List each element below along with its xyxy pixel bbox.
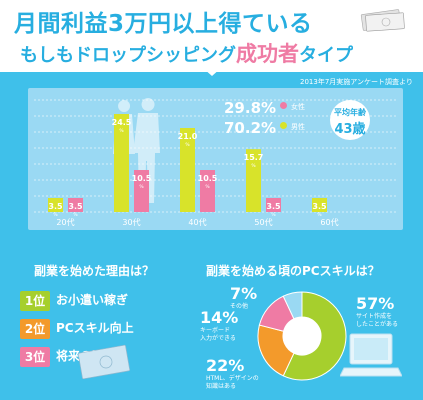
x-tick-label: 60代 [320, 217, 338, 227]
bar-male [246, 149, 261, 212]
bar-female [68, 198, 83, 212]
bar-female [266, 198, 281, 212]
female-ratio-row: 29.8% 女性 [224, 98, 305, 118]
bar-value-label: 3.5 [68, 202, 83, 211]
skills-donut-chart [257, 291, 347, 381]
skill-label-site: 57% サイト作成を したことがある [356, 294, 398, 329]
rank-badge: 2位 [20, 319, 50, 339]
bar-female [134, 170, 149, 212]
bar-value-label: 3.5 [312, 202, 327, 211]
male-label: 男性 [291, 123, 306, 131]
sub-title-prefix: もしもドロップシッピング [20, 45, 236, 66]
bar-unit-label: % [139, 184, 144, 190]
bar-male [312, 198, 327, 212]
skill-desc: 入力ができる [200, 335, 236, 342]
x-tick-label: 40代 [188, 217, 206, 227]
sub-title: もしもドロップシッピング成功者タイプ [20, 38, 353, 68]
survey-note: 2013年7月実施アンケート調査より [300, 78, 413, 86]
laptop-icon [340, 333, 402, 377]
bar-value-label: 21.0 [178, 132, 198, 141]
header: 月間利益3万円以上得ている もしもドロップシッピング成功者タイプ [0, 0, 423, 72]
skill-desc: その他 [230, 303, 249, 310]
header-notch [203, 68, 221, 76]
average-age-badge: 平均年齢 43歳 [330, 100, 370, 140]
female-pct: 29.8% [224, 99, 277, 117]
bar-value-label: 24.5 [112, 118, 132, 127]
avg-age-value: 43歳 [334, 122, 366, 137]
x-tick-label: 50代 [254, 217, 272, 227]
bar-unit-label: % [251, 163, 256, 169]
bar-value-label: 10.5 [198, 174, 218, 183]
male-ratio-row: 70.2% 男性 [224, 118, 305, 138]
skill-desc: HTML、デザインの [206, 375, 259, 382]
bar-unit-label: % [53, 212, 58, 218]
skill-label-html: 22% HTML、デザインの 知識はある [206, 356, 259, 391]
skill-desc: キーボード [200, 327, 231, 334]
bar-female [200, 170, 215, 212]
banknote-icon [77, 344, 131, 379]
reasons-title: 副業を始めた理由は？ [34, 264, 155, 278]
skill-pct: 22% [206, 356, 245, 375]
skill-pct: 14% [200, 308, 239, 327]
bar-value-label: 3.5 [266, 202, 281, 211]
bar-unit-label: % [205, 184, 210, 190]
bar-value-label: 10.5 [132, 174, 152, 183]
skill-pct: 7% [230, 284, 258, 303]
skill-pct: 57% [356, 294, 395, 313]
bar-unit-label: % [119, 128, 124, 134]
female-dot-icon [280, 102, 288, 109]
skill-desc: 知識はある [206, 383, 237, 390]
reason-text: お小遣い稼ぎ [56, 293, 129, 307]
bar-unit-label: % [271, 212, 276, 218]
male-pct: 70.2% [224, 119, 277, 137]
main-title: 月間利益3万円以上得ている [14, 11, 313, 37]
skill-desc: したことがある [356, 321, 399, 328]
age-chart-area: 3.5% 3.5% 20代 24.5% 10.5% 30代 21.0% 10.5% 40代 15.… [28, 88, 403, 230]
x-tick-label: 30代 [122, 217, 140, 227]
rank-badge: 1位 [20, 291, 50, 311]
bar-male [114, 114, 129, 212]
bar-value-label: 3.5 [48, 202, 63, 211]
avg-age-label: 平均年齢 [334, 108, 366, 117]
skill-desc: サイト作成を [356, 313, 393, 320]
sub-title-highlight: 成功者 [236, 42, 299, 66]
rank-badge: 3位 [20, 347, 50, 367]
bar-male [180, 128, 195, 212]
bar-value-label: 15.7 [244, 153, 264, 162]
skill-label-keyboard: 14% キーボード 入力ができる [200, 308, 238, 343]
sub-title-suffix: タイプ [299, 45, 353, 66]
x-tick-label: 20代 [56, 217, 74, 227]
donut-hole [283, 317, 321, 355]
bar-unit-label: % [185, 142, 190, 148]
reason-text: PCスキル向上 [56, 321, 134, 335]
gender-ratio: 29.8% 女性 70.2% 男性 [224, 98, 404, 138]
male-dot-icon [280, 122, 288, 129]
skills-title: 副業を始める頃のPCスキルは？ [206, 264, 380, 278]
female-label: 女性 [291, 103, 306, 111]
skill-label-other: 7% その他 [230, 284, 257, 311]
age-bar-chart: 3.5%3.5%20代24.5%10.5%30代21.0%10.5%40代15.… [34, 98, 397, 227]
bar-unit-label: % [73, 212, 78, 218]
bar-male [48, 198, 63, 212]
reason-item: 1位 お小遣い稼ぎ [20, 290, 128, 312]
money-icon [360, 9, 405, 32]
donut-slice [282, 291, 347, 381]
bar-unit-label: % [317, 212, 322, 218]
reason-item: 2位 PCスキル向上 [20, 318, 134, 340]
